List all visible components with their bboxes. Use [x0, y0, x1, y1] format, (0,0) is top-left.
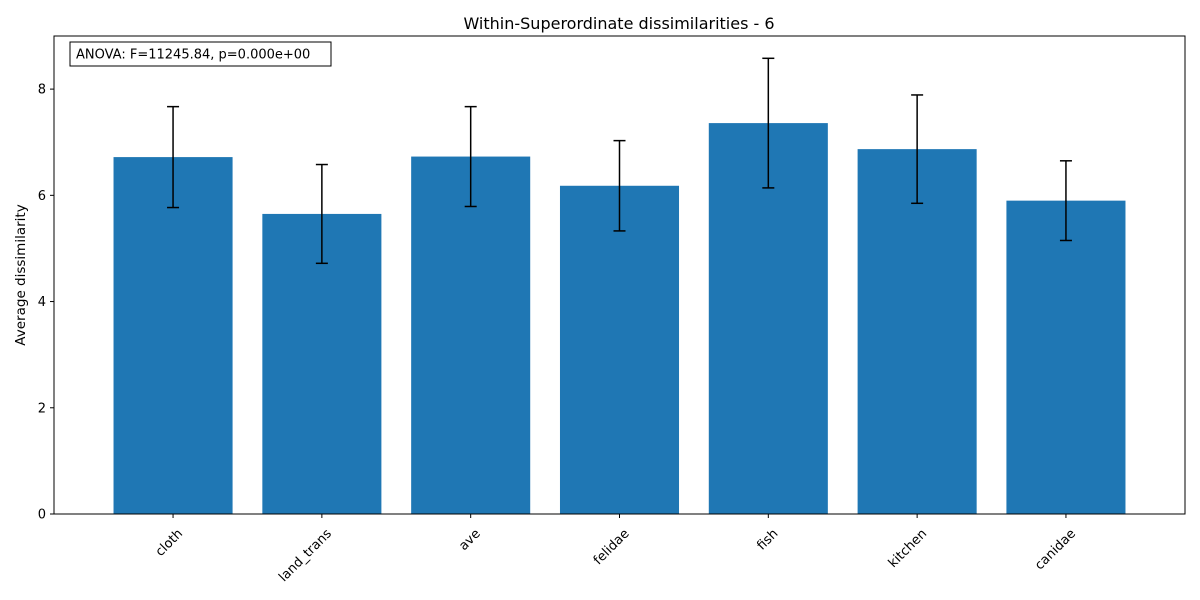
x-tick-label-cloth: cloth: [153, 526, 186, 559]
anova-annotation: ANOVA: F=11245.84, p=0.000e+00: [69, 41, 332, 67]
x-tick-label-land_trans: land_trans: [276, 526, 335, 585]
error-bars-group: [167, 57, 1072, 265]
x-tick-label-kitchen: kitchen: [886, 526, 930, 570]
y-tick-label-4: 4: [38, 295, 46, 310]
error-bar-fish: [762, 57, 775, 189]
x-tick-label-felidae: felidae: [591, 526, 633, 568]
error-bar-land_trans: [315, 163, 328, 265]
y-axis: 0 2 4 6 8: [38, 83, 54, 523]
error-bar-cloth: [167, 105, 180, 209]
chart-title: Within-Superordinate dissimilarities - 6: [463, 14, 774, 33]
y-tick-label-6: 6: [38, 189, 46, 204]
y-tick-label-8: 8: [38, 83, 46, 98]
y-tick-label-0: 0: [38, 508, 46, 523]
annotation-box: [69, 41, 332, 67]
bars-group: [113, 123, 1126, 515]
bar-canidae: [1006, 200, 1126, 514]
annotation-text: ANOVA: F=11245.84, p=0.000e+00: [76, 48, 310, 63]
x-tick-label-ave: ave: [456, 526, 483, 553]
y-axis-title: Average dissimilarity: [13, 204, 29, 345]
y-tick-label-2: 2: [38, 401, 46, 416]
bar-ave: [411, 156, 531, 514]
error-bar-felidae: [613, 139, 626, 232]
error-bar-canidae: [1059, 160, 1072, 242]
error-bar-kitchen: [911, 94, 924, 205]
x-axis: cloth land_trans ave felidae fish kitchen cani…: [153, 514, 1079, 585]
bar-kitchen: [857, 149, 977, 515]
error-bar-ave: [464, 105, 477, 208]
bar-cloth: [113, 157, 233, 515]
bar-felidae: [559, 185, 680, 515]
x-tick-label-canidae: canidae: [1032, 526, 1079, 573]
x-tick-label-fish: fish: [754, 526, 781, 553]
